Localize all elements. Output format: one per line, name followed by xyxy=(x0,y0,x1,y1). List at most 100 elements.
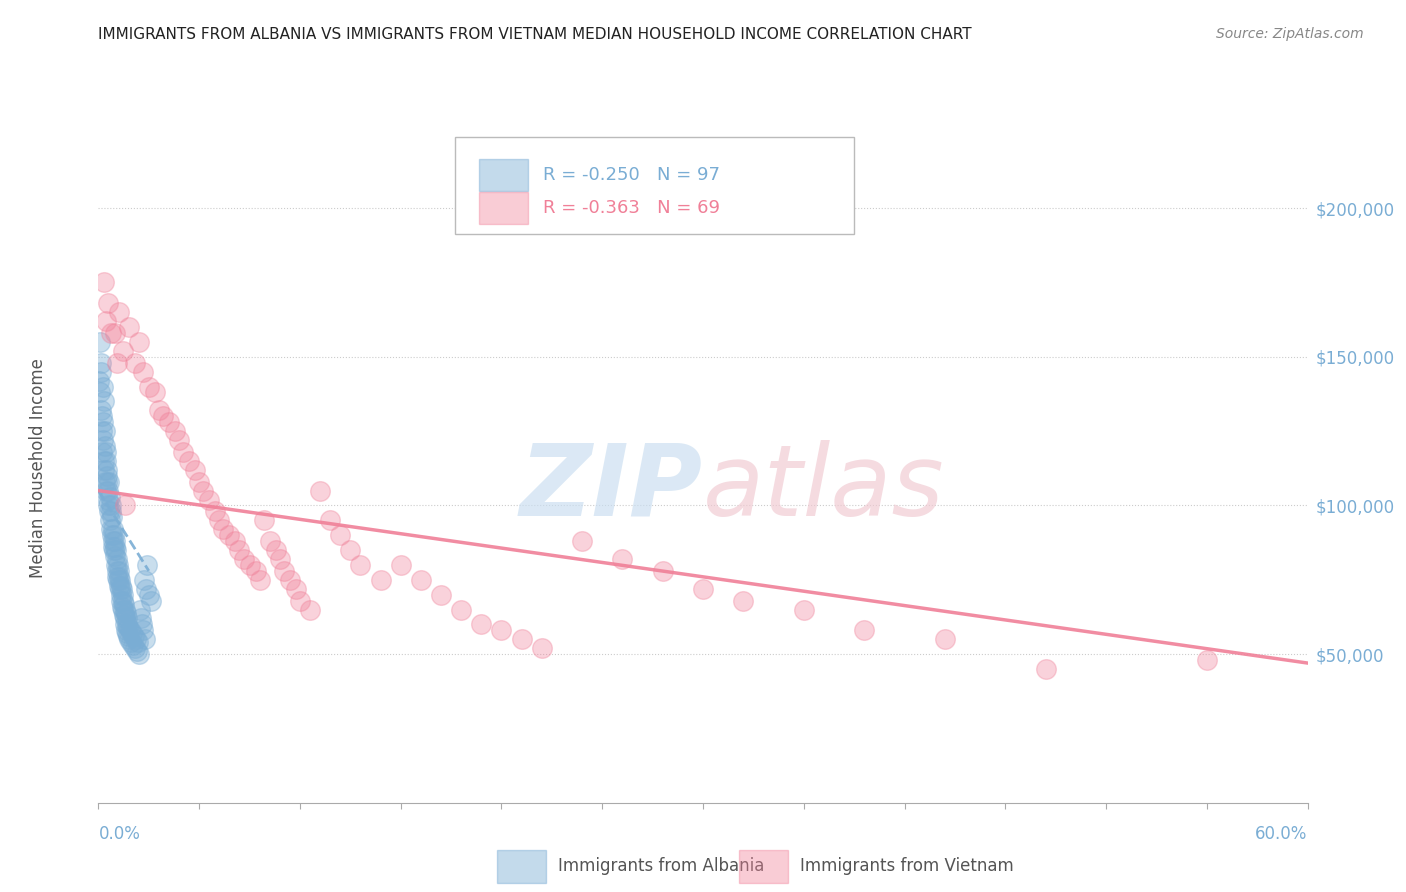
Point xyxy=(91,433,114,447)
Text: R = -0.250   N = 97: R = -0.250 N = 97 xyxy=(543,166,720,184)
Point xyxy=(108,570,131,584)
Point xyxy=(124,641,146,656)
Point xyxy=(107,564,129,578)
Text: 60.0%: 60.0% xyxy=(1256,825,1308,843)
Point xyxy=(339,543,361,558)
Point xyxy=(245,564,267,578)
Point xyxy=(98,513,121,527)
Point xyxy=(98,490,121,504)
Point xyxy=(105,552,128,566)
Point xyxy=(111,599,134,614)
Point xyxy=(93,454,115,468)
Text: R = -0.363   N = 69: R = -0.363 N = 69 xyxy=(543,199,720,218)
Point xyxy=(249,573,271,587)
Point xyxy=(143,385,166,400)
Point xyxy=(118,624,141,638)
Point xyxy=(96,463,118,477)
Point xyxy=(128,647,150,661)
Point xyxy=(124,356,146,370)
Point xyxy=(612,552,634,566)
Point xyxy=(108,582,131,596)
Point xyxy=(134,632,156,647)
Point xyxy=(163,424,186,438)
Point xyxy=(110,588,132,602)
Text: IMMIGRANTS FROM ALBANIA VS IMMIGRANTS FROM VIETNAM MEDIAN HOUSEHOLD INCOME CORRE: IMMIGRANTS FROM ALBANIA VS IMMIGRANTS FR… xyxy=(98,27,972,42)
Point xyxy=(204,504,226,518)
Point xyxy=(125,644,148,658)
Point xyxy=(118,632,141,647)
Point xyxy=(129,611,152,625)
Point xyxy=(224,534,246,549)
Point xyxy=(94,439,117,453)
Point xyxy=(97,296,120,310)
Text: Source: ZipAtlas.com: Source: ZipAtlas.com xyxy=(1216,27,1364,41)
Text: atlas: atlas xyxy=(703,440,945,537)
Point xyxy=(733,593,755,607)
Point xyxy=(349,558,371,572)
Point xyxy=(259,534,281,549)
Point xyxy=(93,463,115,477)
Point xyxy=(179,454,201,468)
Point xyxy=(114,602,136,616)
Text: ZIP: ZIP xyxy=(520,440,703,537)
Point xyxy=(218,528,240,542)
Point xyxy=(105,570,128,584)
Point xyxy=(97,499,120,513)
Point xyxy=(96,314,118,328)
Point xyxy=(103,534,125,549)
Point xyxy=(96,454,118,468)
Point xyxy=(96,468,118,483)
Point xyxy=(97,492,120,507)
Text: Immigrants from Albania: Immigrants from Albania xyxy=(558,857,765,875)
Point xyxy=(89,385,111,400)
Point xyxy=(125,632,148,647)
Point xyxy=(370,573,392,587)
Point xyxy=(104,558,127,572)
FancyBboxPatch shape xyxy=(456,137,855,235)
Point xyxy=(98,504,121,518)
Point xyxy=(208,513,231,527)
Point xyxy=(103,540,125,554)
Point xyxy=(103,326,125,340)
Point xyxy=(157,415,180,429)
Point xyxy=(104,549,127,563)
Text: Median Household Income: Median Household Income xyxy=(30,359,46,578)
Bar xyxy=(479,159,527,191)
Bar xyxy=(498,849,546,883)
Point xyxy=(131,617,153,632)
Point xyxy=(264,543,287,558)
Point xyxy=(1195,653,1218,667)
Point xyxy=(115,626,138,640)
Point xyxy=(105,356,128,370)
Point xyxy=(100,528,122,542)
Point xyxy=(108,573,131,587)
Point xyxy=(228,543,250,558)
Point xyxy=(409,573,432,587)
Point xyxy=(651,564,673,578)
Point xyxy=(90,365,112,379)
Point xyxy=(510,632,533,647)
Point xyxy=(110,593,132,607)
Point xyxy=(100,504,122,518)
Point xyxy=(114,606,136,620)
Point xyxy=(115,611,138,625)
Point xyxy=(91,379,114,393)
Point xyxy=(389,558,412,572)
Point xyxy=(107,558,129,572)
Point xyxy=(309,483,332,498)
Point xyxy=(100,499,122,513)
Point xyxy=(97,483,120,498)
Point xyxy=(288,593,311,607)
Point xyxy=(269,552,291,566)
Bar xyxy=(740,849,787,883)
Point xyxy=(132,365,155,379)
Point xyxy=(138,379,160,393)
Point xyxy=(135,558,157,572)
Point xyxy=(103,543,125,558)
Point xyxy=(117,629,139,643)
Point xyxy=(115,624,138,638)
Point xyxy=(112,608,135,623)
Point xyxy=(105,543,128,558)
Point xyxy=(132,573,155,587)
Point xyxy=(100,326,122,340)
